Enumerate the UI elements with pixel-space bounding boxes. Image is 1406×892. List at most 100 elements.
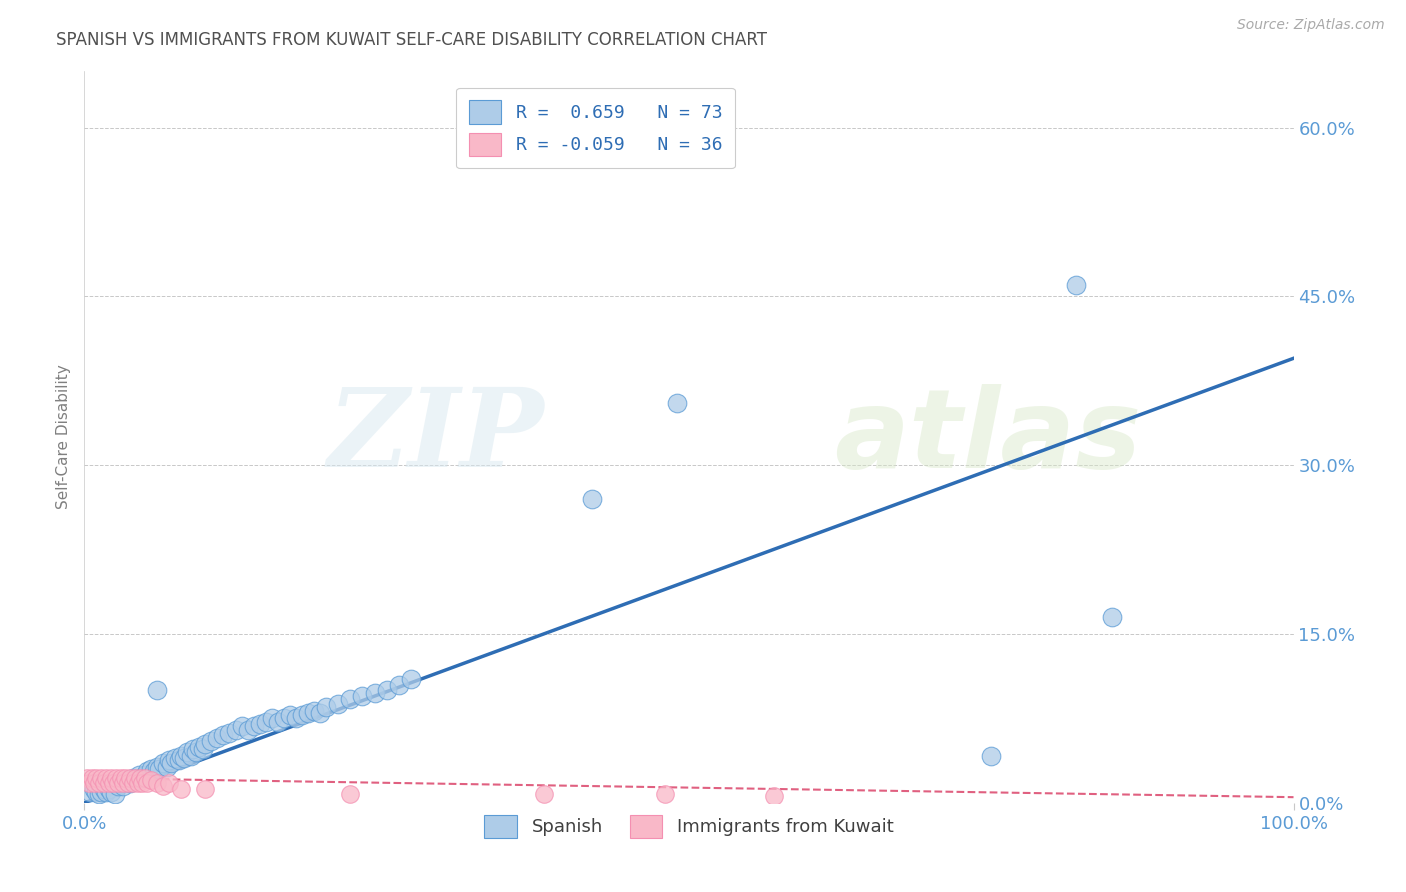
Point	[131, 775, 153, 789]
Point	[278, 708, 301, 723]
Point	[218, 726, 240, 740]
Point	[170, 748, 193, 763]
Point	[129, 771, 152, 785]
Legend: Spanish, Immigrants from Kuwait: Spanish, Immigrants from Kuwait	[477, 807, 901, 845]
Point	[194, 782, 217, 797]
Point	[339, 787, 361, 801]
Point	[90, 784, 112, 798]
Point	[665, 396, 688, 410]
Point	[242, 719, 264, 733]
Point	[225, 723, 247, 737]
Point	[980, 748, 1002, 763]
Point	[97, 782, 120, 797]
Text: Source: ZipAtlas.com: Source: ZipAtlas.com	[1237, 18, 1385, 32]
Point	[194, 737, 217, 751]
Point	[184, 745, 207, 759]
Point	[231, 719, 253, 733]
Point	[107, 775, 129, 789]
Text: SPANISH VS IMMIGRANTS FROM KUWAIT SELF-CARE DISABILITY CORRELATION CHART: SPANISH VS IMMIGRANTS FROM KUWAIT SELF-C…	[56, 31, 768, 49]
Point	[136, 764, 159, 779]
Point	[104, 771, 127, 785]
Point	[124, 771, 146, 785]
Point	[87, 787, 110, 801]
Point	[139, 773, 162, 788]
Point	[762, 789, 785, 803]
Point	[112, 779, 135, 793]
Point	[352, 689, 374, 703]
Point	[654, 787, 676, 801]
Point	[120, 771, 142, 785]
Point	[191, 741, 214, 756]
Point	[104, 787, 127, 801]
Point	[207, 731, 229, 745]
Point	[93, 775, 115, 789]
Point	[83, 782, 105, 797]
Point	[131, 771, 153, 785]
Point	[139, 762, 162, 776]
Point	[128, 767, 150, 781]
Point	[117, 775, 139, 789]
Point	[107, 779, 129, 793]
Point	[134, 767, 156, 781]
Point	[375, 683, 398, 698]
Point	[157, 753, 180, 767]
Point	[94, 784, 117, 798]
Point	[254, 714, 277, 729]
Point	[284, 711, 308, 725]
Point	[173, 751, 195, 765]
Y-axis label: Self-Care Disability: Self-Care Disability	[56, 365, 72, 509]
Point	[160, 756, 183, 771]
Point	[273, 711, 295, 725]
Point	[148, 762, 170, 776]
Text: ZIP: ZIP	[328, 384, 544, 491]
Point	[315, 700, 337, 714]
Point	[120, 775, 142, 789]
Point	[110, 771, 132, 785]
Point	[328, 697, 350, 711]
Point	[267, 714, 290, 729]
Point	[103, 775, 125, 789]
Point	[165, 751, 187, 765]
Point	[388, 678, 411, 692]
Point	[260, 711, 283, 725]
Point	[339, 692, 361, 706]
Point	[83, 775, 105, 789]
Point	[86, 784, 108, 798]
Point	[181, 741, 204, 756]
Point	[94, 771, 117, 785]
Point	[297, 706, 319, 720]
Point	[212, 728, 235, 742]
Point	[155, 760, 177, 774]
Point	[157, 775, 180, 789]
Point	[581, 491, 603, 506]
Point	[86, 771, 108, 785]
Point	[152, 756, 174, 771]
Point	[146, 775, 169, 789]
Point	[87, 775, 110, 789]
Point	[188, 739, 211, 754]
Point	[533, 787, 555, 801]
Point	[1101, 610, 1123, 624]
Point	[200, 734, 222, 748]
Point	[110, 775, 132, 789]
Point	[167, 753, 190, 767]
Point	[176, 745, 198, 759]
Point	[363, 685, 385, 699]
Point	[76, 771, 98, 785]
Point	[79, 784, 101, 798]
Point	[249, 717, 271, 731]
Point	[180, 748, 202, 763]
Point	[291, 708, 314, 723]
Point	[134, 771, 156, 785]
Point	[90, 771, 112, 785]
Point	[100, 784, 122, 798]
Point	[309, 706, 332, 720]
Point	[114, 771, 136, 785]
Point	[236, 723, 259, 737]
Point	[80, 771, 103, 785]
Point	[146, 683, 169, 698]
Point	[136, 775, 159, 789]
Point	[124, 773, 146, 788]
Point	[1064, 278, 1087, 293]
Point	[170, 782, 193, 797]
